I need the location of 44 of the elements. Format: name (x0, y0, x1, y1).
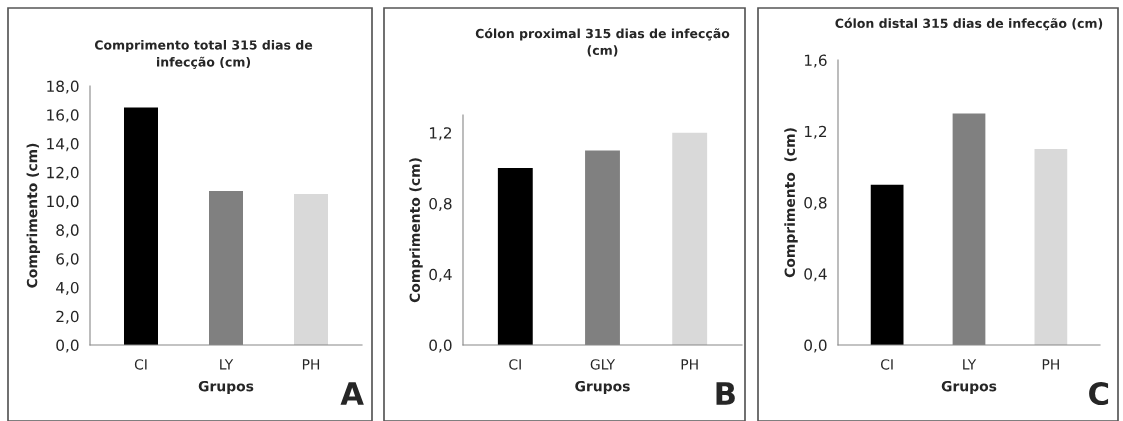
x-tick-label: LY (220, 359, 234, 370)
y-tick-label: 12,0 (47, 166, 79, 180)
x-axis-title: Grupos (575, 380, 630, 395)
x-tick-label: LY (963, 359, 977, 370)
y-axis-title: Comprimento (cm) (409, 158, 423, 303)
y-tick-label: 0,0 (804, 339, 827, 353)
y-tick-label: 14,0 (47, 138, 79, 152)
x-axis-title: Grupos (941, 380, 997, 395)
y-tick-label: 16,0 (47, 109, 79, 123)
text: C (1089, 381, 1109, 406)
chart-title: Comprimento total 315 dias de infecção (cm) (94, 40, 313, 69)
y-tick-label: 0,8 (804, 196, 827, 211)
y-tick-label: 0,4 (804, 268, 827, 282)
y-tick-label: 6,0 (56, 253, 79, 267)
y-tick-label: 10,0 (47, 195, 79, 209)
bar (870, 184, 904, 345)
x-tick-label: PH (681, 359, 698, 370)
y-tick-label: 0,4 (429, 268, 452, 282)
x-tick-label: GLY (590, 359, 616, 370)
x-tick-label: CI (881, 359, 893, 370)
y-axis-title: Comprimento (cm) (26, 143, 41, 288)
chart-title: Cólon proximal 315 dias de infecção (cm) (475, 28, 730, 57)
x-tick-label: CI (134, 359, 147, 370)
y-tick-label: 1,2 (429, 127, 452, 141)
y-tick-label: 2,0 (56, 310, 79, 324)
y-tick-label: 18,0 (47, 80, 79, 94)
y-tick-label: 0,8 (429, 197, 452, 212)
y-tick-label: 0,0 (429, 339, 452, 353)
x-axis-title: Grupos (198, 380, 254, 395)
x-tick-label: PH (1042, 359, 1059, 370)
y-tick-label: 1,2 (804, 125, 827, 139)
y-tick-label: 1,6 (804, 54, 827, 68)
y-tick-label: 0,0 (56, 339, 79, 353)
x-tick-label: CI (509, 359, 521, 370)
bar (294, 193, 328, 345)
y-tick-label: 4,0 (56, 281, 79, 296)
bar (1034, 149, 1068, 345)
text: B (716, 382, 735, 405)
text: A (340, 382, 364, 405)
x-tick-label: PH (302, 359, 320, 370)
bar (124, 107, 158, 345)
chart-title: Cólon distal 315 dias de infecção (cm) (835, 17, 1103, 31)
y-tick-label: 8,0 (56, 224, 79, 238)
y-axis-title: Comprimento (cm) (784, 128, 798, 278)
